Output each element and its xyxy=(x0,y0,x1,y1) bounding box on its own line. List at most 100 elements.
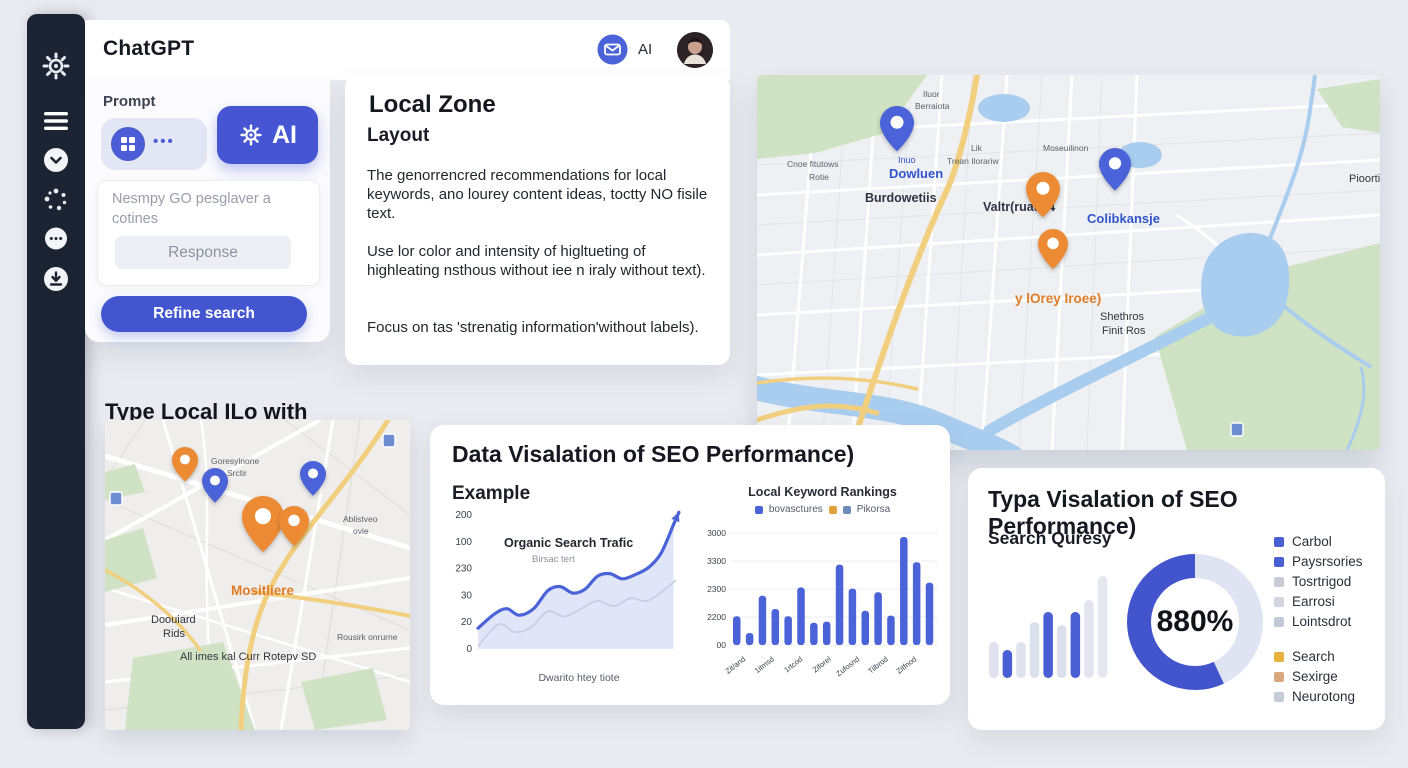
map-label: Trean Ilorariw xyxy=(947,156,999,166)
map-label: Srctir xyxy=(227,468,247,478)
legend-swatch xyxy=(1274,671,1284,682)
ai-status-chip[interactable]: AI xyxy=(597,34,652,65)
svg-text:Zitfnod: Zitfnod xyxy=(895,654,919,675)
legend-swatch xyxy=(1274,556,1284,567)
download-icon[interactable] xyxy=(43,266,69,297)
local-zone-title: Local Zone xyxy=(369,91,496,118)
legend-label: Earrosi xyxy=(1292,594,1335,609)
legend-item: Sexirge xyxy=(1274,669,1363,684)
map-label: Rotie xyxy=(809,172,829,182)
map-label: Burdowetiis xyxy=(865,191,937,205)
refine-search-button[interactable]: Refine search xyxy=(101,296,307,332)
svg-text:100: 100 xyxy=(455,537,472,548)
svg-text:1rtcod: 1rtcod xyxy=(782,654,804,674)
seo-panel-title: Data Visalation of SEO Performance) xyxy=(452,441,855,467)
svg-text:Zit/and: Zit/and xyxy=(724,654,748,675)
map-tiles xyxy=(757,75,1380,450)
local-map[interactable]: Goresylnone Srctir Ablistveo ovie Mositliere… xyxy=(105,420,410,730)
local-zone-subtitle: Layout xyxy=(367,125,430,146)
svg-text:0: 0 xyxy=(466,644,472,655)
chat-dots-icon[interactable] xyxy=(43,226,70,258)
map-pin[interactable] xyxy=(279,506,309,546)
svg-text:Organic Search Trafic: Organic Search Trafic xyxy=(504,536,633,550)
map-label: All imes kal Curr Rotepv SD xyxy=(180,651,317,663)
prompt-panel: Prompt ••• AI Nesmpy GO pesglav xyxy=(85,80,330,342)
gear-icon xyxy=(240,124,262,146)
donut-value: 880% xyxy=(1156,605,1234,638)
legend-swatch xyxy=(1274,691,1284,702)
search-query-mini-bars xyxy=(989,576,1108,678)
legend-swatch xyxy=(1274,576,1284,587)
legend-label: Sexirge xyxy=(1292,669,1338,684)
response-button[interactable]: Response xyxy=(115,236,291,269)
legend-item: Earrosi xyxy=(1274,594,1363,609)
map-label: Colibkansje xyxy=(1087,211,1160,226)
typa-seo-panel: Typa Visalation of SEO Performance) Sear… xyxy=(968,468,1385,730)
app-header: ChatGPT AI xyxy=(85,20,730,80)
map-tiles xyxy=(105,420,410,730)
map-label: Shethros xyxy=(1100,311,1145,323)
legend-item: Search xyxy=(1274,649,1363,664)
map-label: Rousirk onrurne xyxy=(337,632,398,642)
svg-text:3300: 3300 xyxy=(707,556,726,566)
seo-panel-subtitle: Example xyxy=(452,483,531,504)
map-pin[interactable] xyxy=(300,461,326,496)
user-avatar[interactable] xyxy=(677,32,713,68)
legend-item: Lointsdrot xyxy=(1274,614,1363,629)
legend-swatch xyxy=(842,505,851,514)
svg-text:Dwarito htey tiote: Dwarito htey tiote xyxy=(538,672,619,684)
menu-icon[interactable] xyxy=(42,110,70,137)
city-map[interactable]: Iluor Berraiota Cnoe fitutows Rotie Lik Trean… xyxy=(757,75,1380,450)
ai-generate-button[interactable]: AI xyxy=(217,106,318,164)
legend-item: Tosrtrigod xyxy=(1274,574,1363,589)
map-pin[interactable] xyxy=(880,105,914,151)
legend-swatch xyxy=(1274,651,1284,662)
svg-text:Birsac tert: Birsac tert xyxy=(532,554,575,565)
chevron-down-icon[interactable] xyxy=(43,147,69,178)
ai-button-label: AI xyxy=(272,120,297,149)
prompt-label: Prompt xyxy=(103,93,156,110)
legend-swatch xyxy=(1274,596,1284,607)
svg-text:3000: 3000 xyxy=(707,528,726,538)
map-label: y lOrey Iroee) xyxy=(1015,291,1102,306)
svg-text:200: 200 xyxy=(455,510,472,521)
local-zone-paragraph: Use lor color and intensity of higltueti… xyxy=(367,243,706,280)
map-pin[interactable] xyxy=(1038,229,1068,269)
svg-text:Ziforel: Ziforel xyxy=(811,654,833,674)
svg-text:2300: 2300 xyxy=(707,584,726,594)
map-label: Lik xyxy=(971,143,982,153)
map-pin[interactable] xyxy=(202,468,228,503)
map-label: Rids xyxy=(163,628,186,640)
map-label: Doouiard xyxy=(151,614,196,626)
map-pin[interactable] xyxy=(172,447,198,482)
svg-text:1itmsd: 1itmsd xyxy=(753,654,776,675)
legend-item: Neurotong xyxy=(1274,689,1363,704)
typa-panel-title: Typa Visalation of SEO Performance) xyxy=(988,486,1238,539)
svg-text:Tilbrod: Tilbrod xyxy=(866,654,889,675)
map-pin[interactable] xyxy=(1099,148,1131,191)
legend-label: Carbol xyxy=(1292,534,1332,549)
map-label: Ablistveo xyxy=(343,514,378,524)
legend-label: Paysrsories xyxy=(1292,554,1363,569)
keyword-rankings-bar-chart: 3000 3300 2300 2200 00 Zit/and 1itmsd 1rtcod Zif… xyxy=(707,528,938,678)
prompt-input[interactable]: Nesmpy GO pesglaver a cotines Response xyxy=(97,180,320,286)
typa-legend: Carbol Paysrsories Tosrtrigod Earrosi Loints… xyxy=(1274,534,1363,704)
map-pin[interactable] xyxy=(242,496,284,552)
typa-panel-subtitle: Search Quresy xyxy=(988,528,1112,548)
svg-text:2200: 2200 xyxy=(707,612,726,622)
legend-label: bovasctures xyxy=(768,504,823,515)
map-label: Berraiota xyxy=(915,101,950,111)
legend-swatch xyxy=(1274,536,1284,547)
bar-chart-legend: bovasctures Pikorsa xyxy=(700,504,945,515)
legend-label: Search xyxy=(1292,649,1335,664)
legend-label: Tosrtrigod xyxy=(1292,574,1352,589)
seo-data-panel: Data Visalation of SEO Performance) Exam… xyxy=(430,425,950,705)
map-pin[interactable] xyxy=(1026,171,1060,217)
prompt-source-pill[interactable]: ••• xyxy=(101,118,207,170)
legend-label: Lointsdrot xyxy=(1292,614,1352,629)
gear-icon[interactable] xyxy=(38,48,74,89)
sync-dots-icon[interactable] xyxy=(43,187,69,218)
app-title: ChatGPT xyxy=(103,37,195,60)
map-label: Mositliere xyxy=(231,583,295,598)
svg-text:Zufosnd: Zufosnd xyxy=(834,654,861,678)
